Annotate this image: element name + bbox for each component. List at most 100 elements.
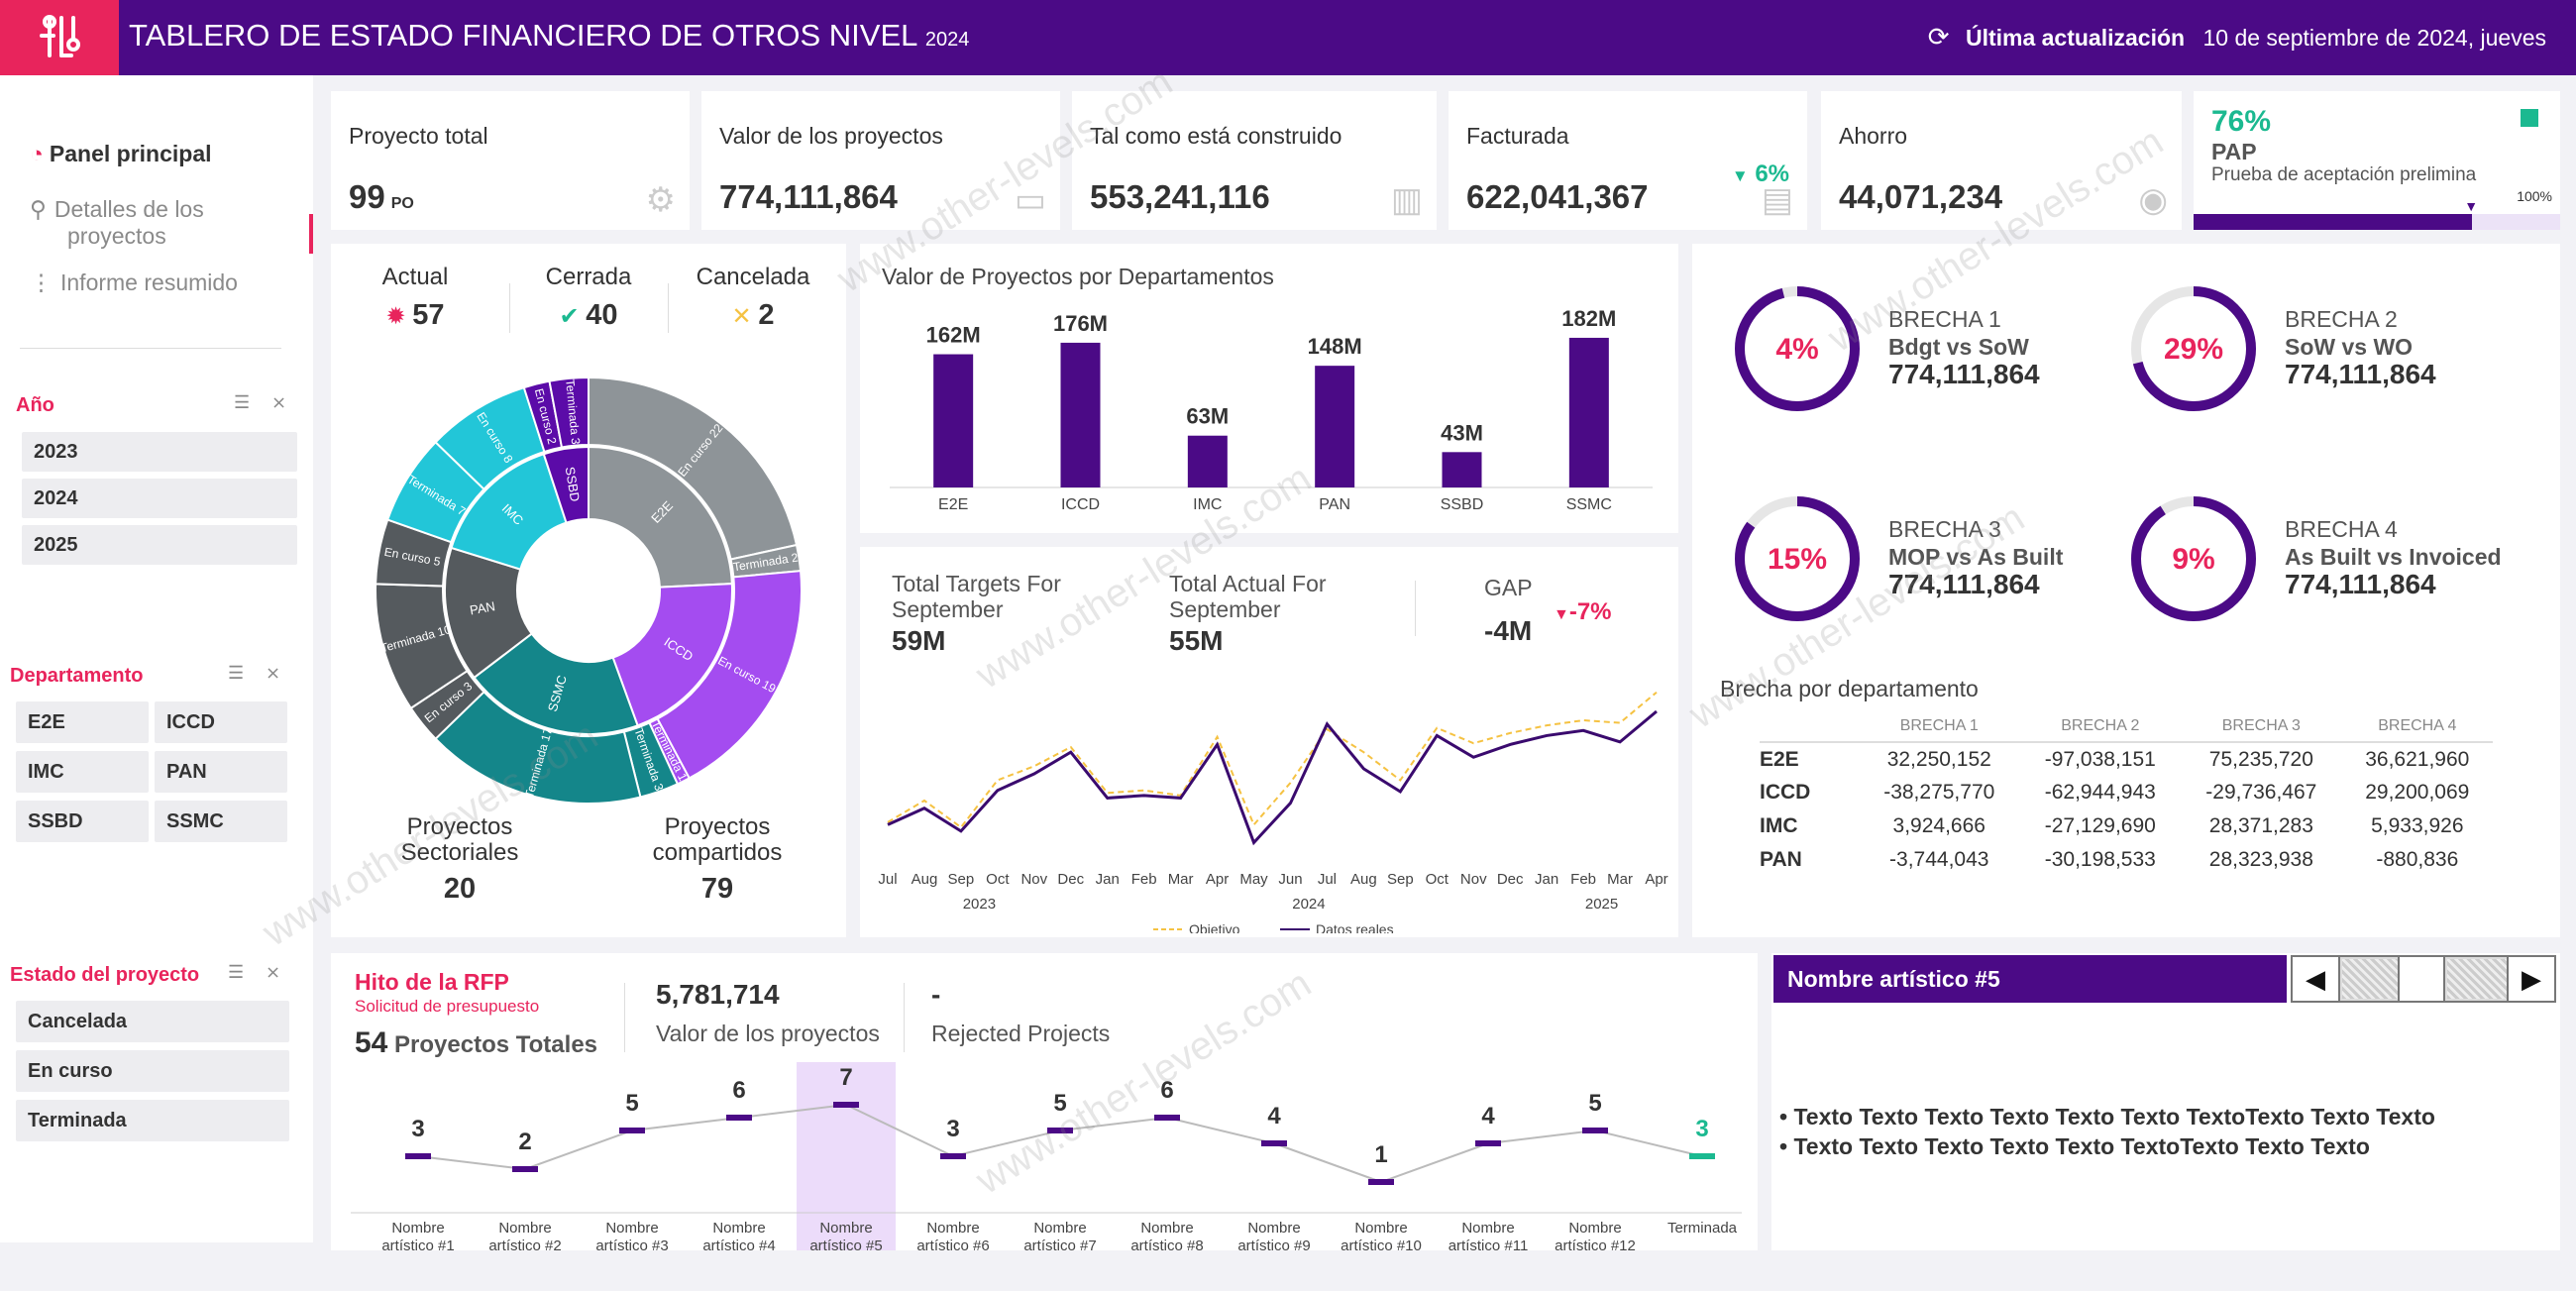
month-tick-label: Sep bbox=[948, 871, 975, 888]
line-series bbox=[887, 691, 1658, 829]
milestone-category-label: artístico #4 bbox=[702, 1237, 775, 1250]
milestone-marker[interactable] bbox=[1689, 1153, 1715, 1159]
gap-info: BRECHA 2 SoW vs WO 774,111,864 bbox=[2285, 305, 2436, 388]
bar[interactable] bbox=[1568, 337, 1609, 487]
milestone-marker[interactable] bbox=[726, 1115, 752, 1121]
table-row: IMC 3,924,666 -27,129,690 28,371,283 5,933,9… bbox=[1760, 809, 2493, 843]
milestone-category-label: Nombre bbox=[712, 1220, 765, 1237]
rfp-value: 5,781,714 bbox=[656, 979, 780, 1010]
pap-status-square bbox=[2521, 109, 2538, 127]
milestone-marker[interactable] bbox=[1582, 1128, 1608, 1133]
nav-item-details[interactable]: ⚲ Detalles de los proyectos bbox=[30, 196, 258, 250]
milestone-marker[interactable] bbox=[1475, 1140, 1501, 1146]
bar[interactable] bbox=[933, 354, 974, 487]
kpi-value: 553,241,116 bbox=[1090, 178, 1270, 215]
filter-clear-icon[interactable]: ⨯ bbox=[266, 962, 281, 982]
year-option[interactable]: 2024 bbox=[22, 479, 297, 518]
sunburst-segment[interactable] bbox=[542, 445, 590, 524]
milestone-marker[interactable] bbox=[1047, 1128, 1073, 1133]
nav-label: Informe resumido bbox=[60, 269, 238, 295]
milestone-marker[interactable] bbox=[1154, 1115, 1180, 1121]
filter-multiselect-icon[interactable]: ☰ bbox=[228, 962, 245, 982]
filter-multiselect-icon[interactable]: ☰ bbox=[228, 663, 245, 683]
department-option[interactable]: SSMC bbox=[155, 801, 287, 842]
status-actual: Actual ✹ 57 bbox=[331, 264, 499, 332]
department-option[interactable]: SSBD bbox=[16, 801, 149, 842]
milestone-marker[interactable] bbox=[940, 1153, 966, 1159]
milestone-marker[interactable] bbox=[1261, 1140, 1287, 1146]
scroll-left-arrow[interactable]: ◀ bbox=[2293, 957, 2340, 1001]
gap-info: BRECHA 1 Bdgt vs SoW 774,111,864 bbox=[1888, 305, 2040, 388]
table-cell: 28,371,283 bbox=[2208, 814, 2313, 837]
rfp-title: Hito de la RFP bbox=[355, 969, 509, 995]
sunburst-segment[interactable] bbox=[588, 445, 733, 589]
year-option[interactable]: 2023 bbox=[22, 432, 297, 472]
gap-subtitle: MOP vs As Built bbox=[1888, 544, 2064, 570]
gap-title: BRECHA 1 bbox=[1888, 306, 2001, 332]
month-tick-label: Feb bbox=[1131, 871, 1157, 888]
sector-value: 79 bbox=[700, 873, 734, 905]
nav-item-summary[interactable]: ⋮ Informe resumido bbox=[30, 269, 238, 296]
milestone-category-label: Nombre bbox=[1247, 1220, 1300, 1237]
milestone-value: 3 bbox=[411, 1116, 424, 1142]
month-tick-label: Aug bbox=[912, 871, 938, 888]
department-option[interactable]: E2E bbox=[16, 701, 149, 743]
department-option[interactable]: PAN bbox=[155, 751, 287, 793]
gap-ring: 4% bbox=[1735, 286, 1860, 411]
table-cell: -97,038,151 bbox=[2044, 747, 2156, 771]
filter-multiselect-icon[interactable]: ☰ bbox=[234, 392, 251, 412]
artist-scrollbar[interactable]: ◀ ▶ bbox=[2291, 955, 2556, 1003]
scroll-right-arrow[interactable]: ▶ bbox=[2507, 957, 2554, 1001]
milestone-value: 4 bbox=[1481, 1103, 1495, 1130]
highlight-column bbox=[797, 1062, 896, 1250]
refresh-icon[interactable]: ⟳ bbox=[1927, 22, 1950, 52]
bar-category-label: SSMC bbox=[1566, 496, 1612, 513]
artist-bullet: • Texto Texto Texto Texto Texto Texto Te… bbox=[1779, 1104, 2435, 1130]
divider bbox=[624, 983, 625, 1052]
milestone-marker[interactable] bbox=[1368, 1179, 1394, 1185]
ring-percent: 4% bbox=[1775, 333, 1818, 366]
nav-label: Detalles de los proyectos bbox=[54, 196, 204, 249]
scroll-track[interactable] bbox=[2447, 959, 2509, 999]
milestone-value: 7 bbox=[839, 1064, 852, 1091]
month-tick-label: Oct bbox=[986, 871, 1010, 888]
status-option[interactable]: Cancelada bbox=[16, 1001, 289, 1042]
sunburst-segment[interactable] bbox=[548, 376, 590, 449]
scroll-track[interactable] bbox=[2342, 959, 2398, 999]
department-option[interactable]: IMC bbox=[16, 751, 149, 793]
bar-value-label: 162M bbox=[926, 323, 981, 348]
gap-table-title: Brecha por departamento bbox=[1720, 676, 1979, 701]
table-row: PAN -3,744,043 -30,198,533 28,323,938 -880,8… bbox=[1760, 843, 2493, 877]
bar[interactable] bbox=[1442, 452, 1482, 487]
scroll-thumb[interactable] bbox=[2398, 957, 2445, 1001]
bar[interactable] bbox=[1060, 342, 1101, 487]
search-icon: ⚲ bbox=[30, 196, 47, 222]
pap-max-label: 100% bbox=[2517, 188, 2552, 204]
table-cell: -38,275,770 bbox=[1883, 781, 1995, 804]
bar[interactable] bbox=[1187, 435, 1228, 487]
sunburst-segment[interactable] bbox=[473, 632, 639, 735]
bar[interactable] bbox=[1315, 366, 1355, 487]
status-option[interactable]: En curso bbox=[16, 1050, 289, 1092]
department-option[interactable]: ICCD bbox=[155, 701, 287, 743]
filter-clear-icon[interactable]: ⨯ bbox=[271, 392, 287, 412]
table-cell: E2E bbox=[1760, 747, 1799, 771]
month-tick-label: Nov bbox=[1460, 871, 1487, 888]
milestone-marker[interactable] bbox=[833, 1102, 859, 1108]
flow-icon: ⋮ bbox=[30, 269, 53, 295]
sunburst-segment[interactable] bbox=[611, 583, 733, 727]
divider bbox=[904, 983, 905, 1052]
month-tick-label: Apr bbox=[1206, 871, 1229, 888]
milestone-marker[interactable] bbox=[405, 1153, 431, 1159]
status-sunburst-panel: Actual ✹ 57 Cerrada ✔ 40 Cancelada ✕ 2 E… bbox=[331, 244, 846, 937]
milestone-value: 4 bbox=[1267, 1103, 1281, 1130]
year-option[interactable]: 2025 bbox=[22, 525, 297, 565]
table-header: BRECHA 2 bbox=[2019, 717, 2182, 743]
milestone-marker[interactable] bbox=[619, 1128, 645, 1133]
kpi-card-savings: Ahorro 44,071,234 ◉ bbox=[1821, 91, 2182, 230]
milestone-marker[interactable] bbox=[512, 1166, 538, 1172]
status-option[interactable]: Terminada bbox=[16, 1100, 289, 1141]
nav-item-panel[interactable]: ◔ Panel principal bbox=[30, 141, 212, 167]
filter-clear-icon[interactable]: ⨯ bbox=[266, 663, 281, 683]
